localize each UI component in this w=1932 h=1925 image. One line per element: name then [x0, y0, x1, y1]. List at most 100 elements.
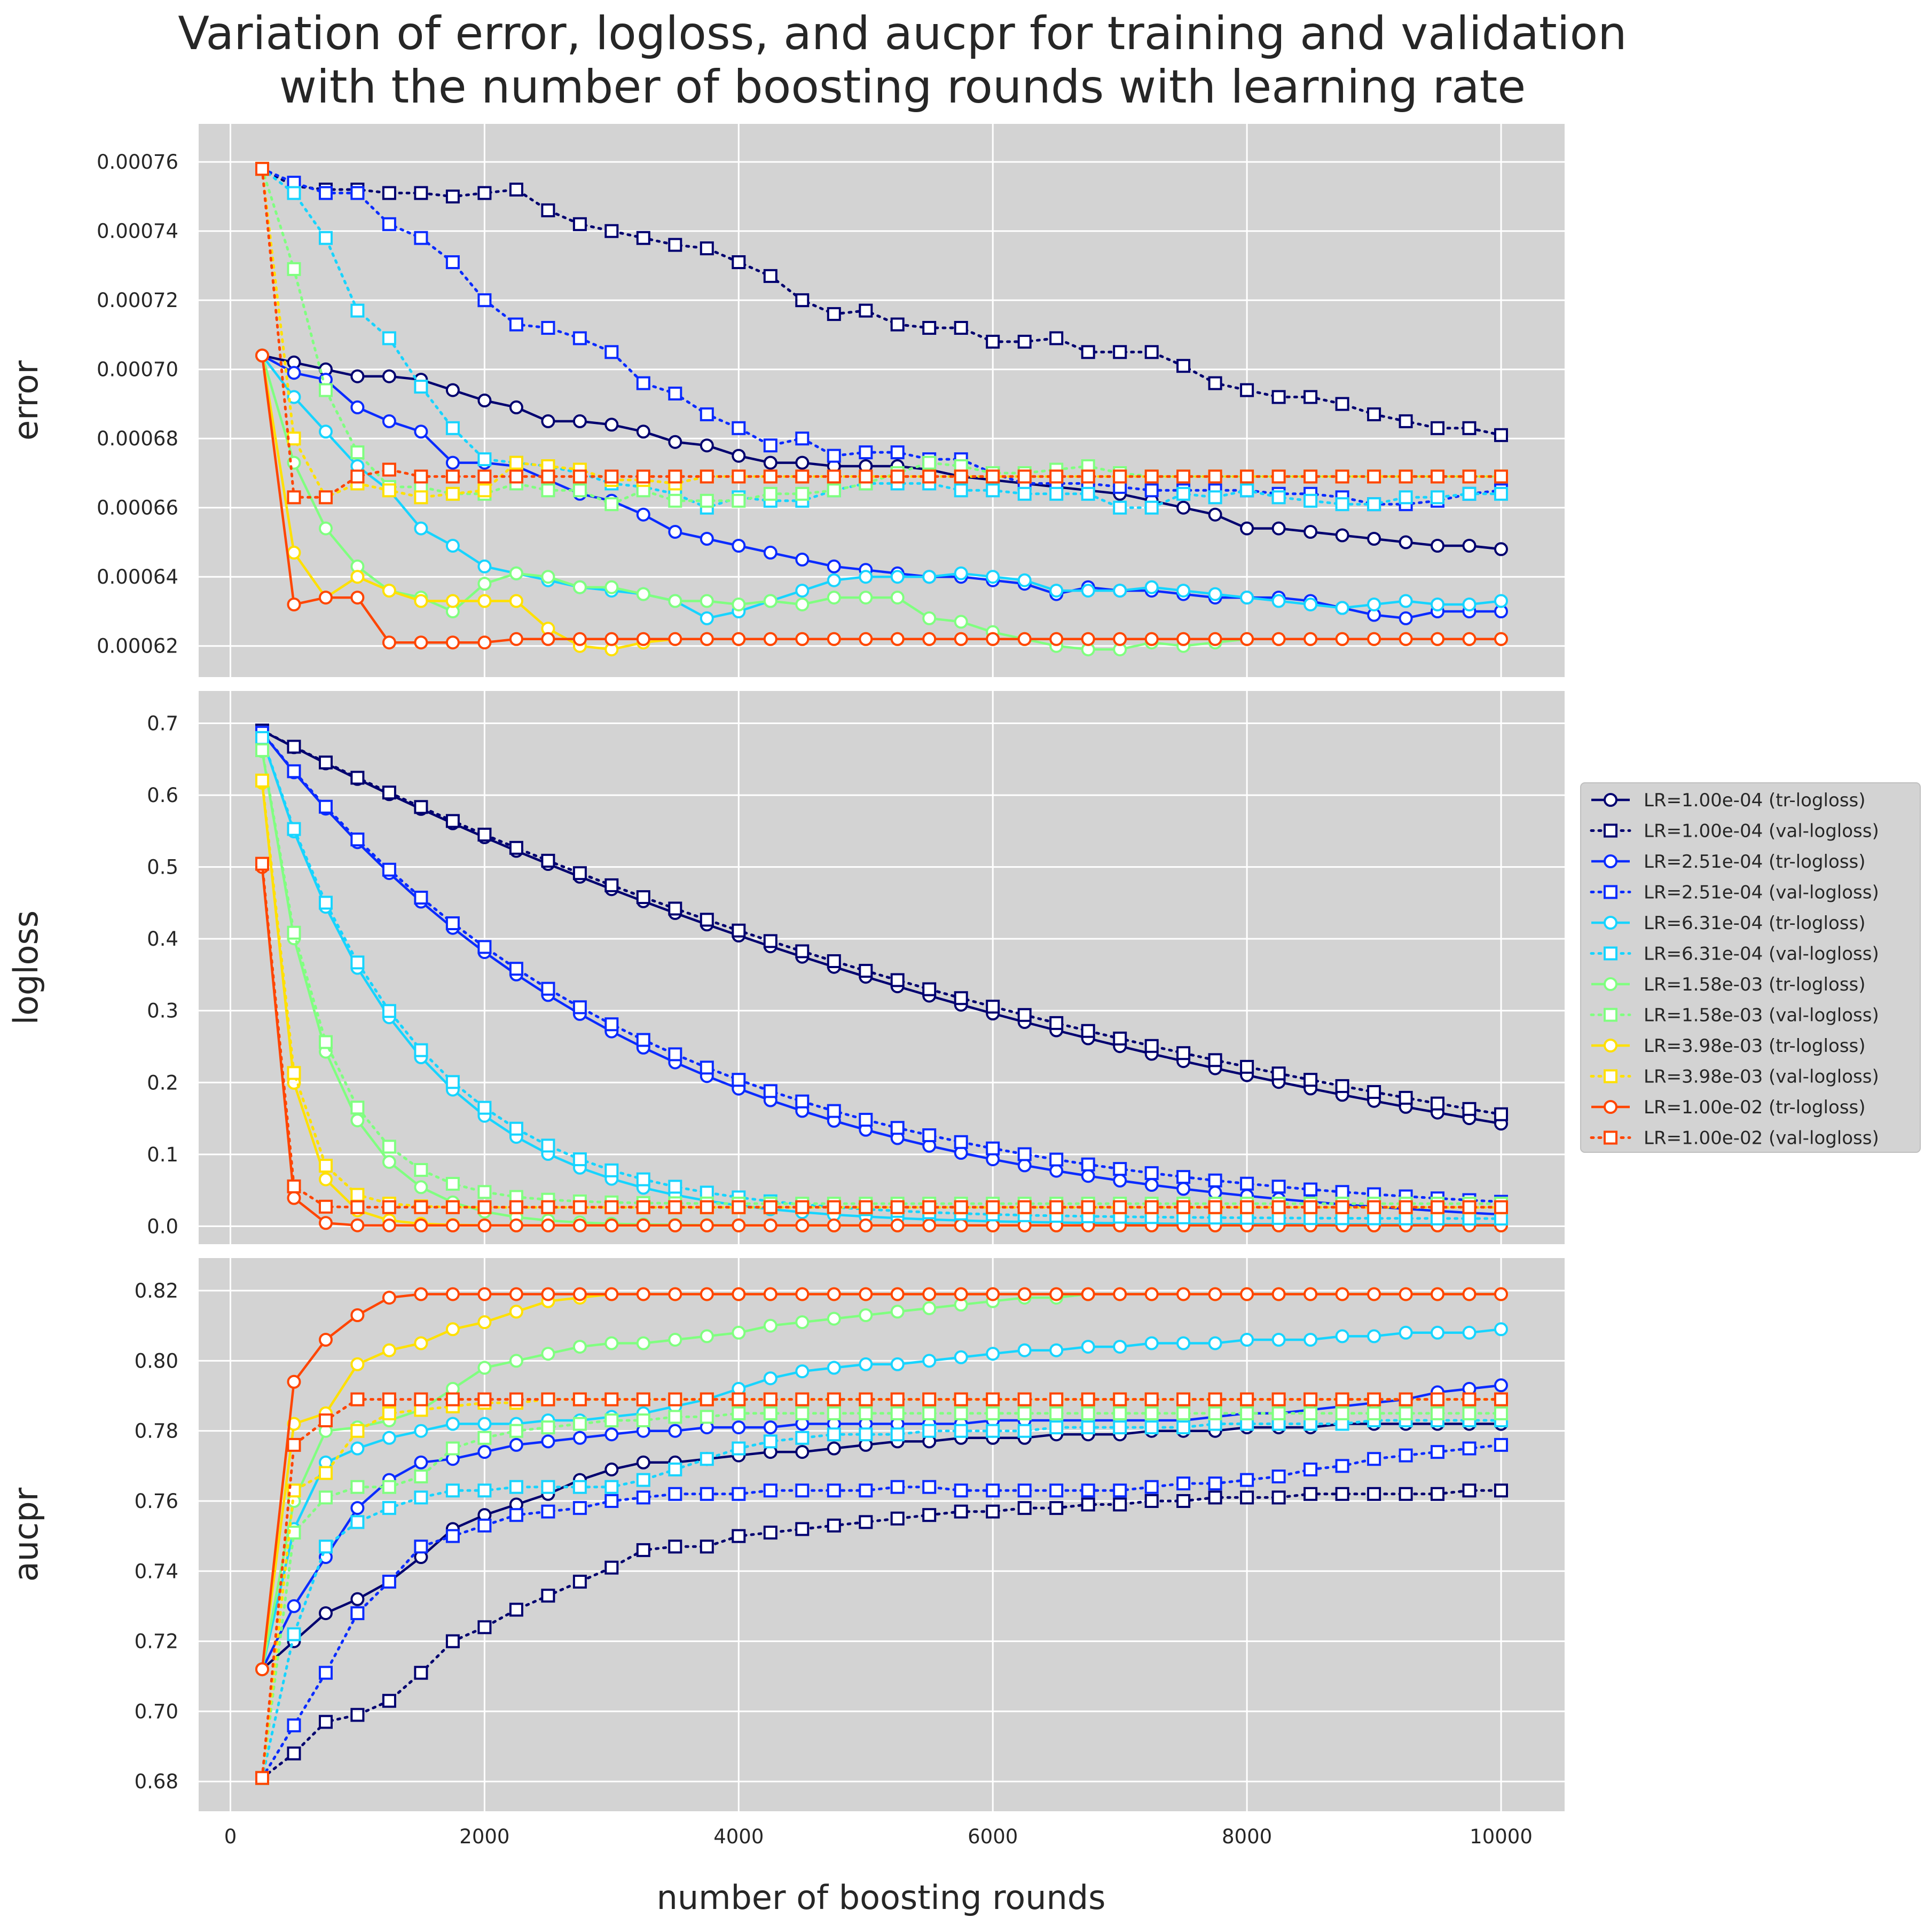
- legend-entry: LR=6.31e-04 (val-logloss): [1590, 944, 1879, 965]
- data-point: [668, 1218, 682, 1232]
- series-line: [261, 167, 1503, 506]
- data-point: [890, 1480, 905, 1494]
- data-point: [414, 186, 428, 200]
- data-point: [795, 1522, 810, 1536]
- data-point: [668, 1487, 682, 1501]
- data-point: [732, 469, 746, 484]
- data-point: [890, 1357, 905, 1371]
- data-point: [350, 570, 365, 584]
- data-point: [445, 1441, 460, 1456]
- data-point: [1081, 632, 1095, 646]
- data-point: [763, 438, 777, 453]
- data-point: [477, 1101, 492, 1115]
- data-point: [827, 1441, 841, 1456]
- data-point: [668, 525, 682, 539]
- data-point: [1049, 584, 1064, 598]
- data-point: [1144, 580, 1159, 594]
- data-point: [1367, 1329, 1381, 1343]
- data-point: [1335, 1329, 1349, 1343]
- data-point: [1303, 390, 1318, 404]
- data-point: [1303, 1073, 1318, 1087]
- data-point: [1017, 486, 1032, 501]
- data-point: [572, 469, 587, 484]
- data-point: [795, 1445, 810, 1459]
- data-point: [763, 1392, 777, 1407]
- data-point: [509, 455, 523, 470]
- data-point: [1113, 1406, 1127, 1420]
- data-point: [1113, 1031, 1127, 1046]
- data-point: [1367, 469, 1381, 484]
- data-point: [572, 1000, 587, 1015]
- data-point: [572, 1152, 587, 1166]
- data-point: [445, 383, 460, 397]
- data-point: [445, 255, 460, 269]
- data-point: [732, 1487, 746, 1501]
- y-tick-label: 0.00068: [97, 427, 178, 450]
- data-point: [509, 469, 523, 484]
- data-point: [986, 1504, 1000, 1519]
- data-point: [1335, 601, 1349, 615]
- data-point: [700, 469, 714, 484]
- chart-title-line2: with the number of boosting rounds with …: [279, 60, 1526, 114]
- data-point: [1144, 1392, 1159, 1407]
- data-point: [1494, 594, 1508, 608]
- data-point: [319, 1413, 333, 1427]
- data-point: [986, 334, 1000, 349]
- y-tick-label: 0.68: [135, 1770, 178, 1793]
- data-point: [859, 1218, 873, 1232]
- legend-entry: LR=1.00e-04 (val-logloss): [1590, 821, 1879, 842]
- data-point: [859, 1113, 873, 1127]
- data-point: [636, 507, 650, 522]
- y-tick-label: 0.6: [147, 784, 178, 807]
- data-point: [541, 1347, 555, 1361]
- data-point: [1335, 1185, 1349, 1199]
- data-point: [382, 1406, 396, 1420]
- data-point: [890, 1121, 905, 1135]
- data-point: [1303, 1333, 1318, 1347]
- data-point: [1081, 469, 1095, 484]
- series-line: [261, 1328, 1502, 1670]
- data-point: [986, 1392, 1000, 1407]
- data-point: [287, 262, 301, 276]
- data-point: [414, 231, 428, 245]
- data-point: [414, 800, 428, 814]
- data-point: [795, 1218, 810, 1232]
- data-point: [477, 394, 492, 407]
- data-point: [382, 414, 396, 428]
- data-point: [1462, 1102, 1477, 1116]
- data-point: [795, 584, 810, 598]
- data-point: [1113, 1287, 1127, 1301]
- data-point: [1367, 598, 1381, 611]
- data-point: [287, 822, 301, 836]
- data-point: [1176, 632, 1191, 646]
- x-tick-label: 10000: [1470, 1825, 1533, 1848]
- data-point: [414, 1180, 428, 1195]
- series-val-lr-2.51e-04: [255, 726, 1508, 1209]
- data-point: [1144, 1406, 1159, 1420]
- data-point: [668, 1424, 682, 1438]
- data-point: [1462, 632, 1477, 646]
- data-point: [922, 982, 937, 996]
- data-point: [1399, 1090, 1413, 1105]
- data-point: [319, 1035, 333, 1049]
- data-point: [1431, 1392, 1444, 1407]
- data-point: [1081, 1157, 1095, 1172]
- data-point: [986, 1200, 1000, 1214]
- legend-entry: LR=1.00e-02 (tr-logloss): [1591, 1097, 1865, 1118]
- data-point: [350, 1113, 365, 1128]
- legend-box: [1580, 782, 1921, 1153]
- data-point: [477, 1445, 492, 1459]
- data-point: [1208, 1200, 1222, 1214]
- data-point: [1399, 469, 1413, 484]
- data-point: [859, 964, 873, 978]
- data-point: [350, 445, 365, 460]
- data-point: [1271, 1200, 1286, 1214]
- data-point: [287, 764, 301, 779]
- data-point: [509, 1424, 523, 1438]
- data-point: [922, 321, 937, 335]
- data-point: [445, 594, 460, 608]
- data-point: [1494, 1392, 1508, 1407]
- data-point: [477, 1518, 492, 1533]
- data-point: [668, 901, 682, 916]
- data-point: [1176, 1182, 1191, 1196]
